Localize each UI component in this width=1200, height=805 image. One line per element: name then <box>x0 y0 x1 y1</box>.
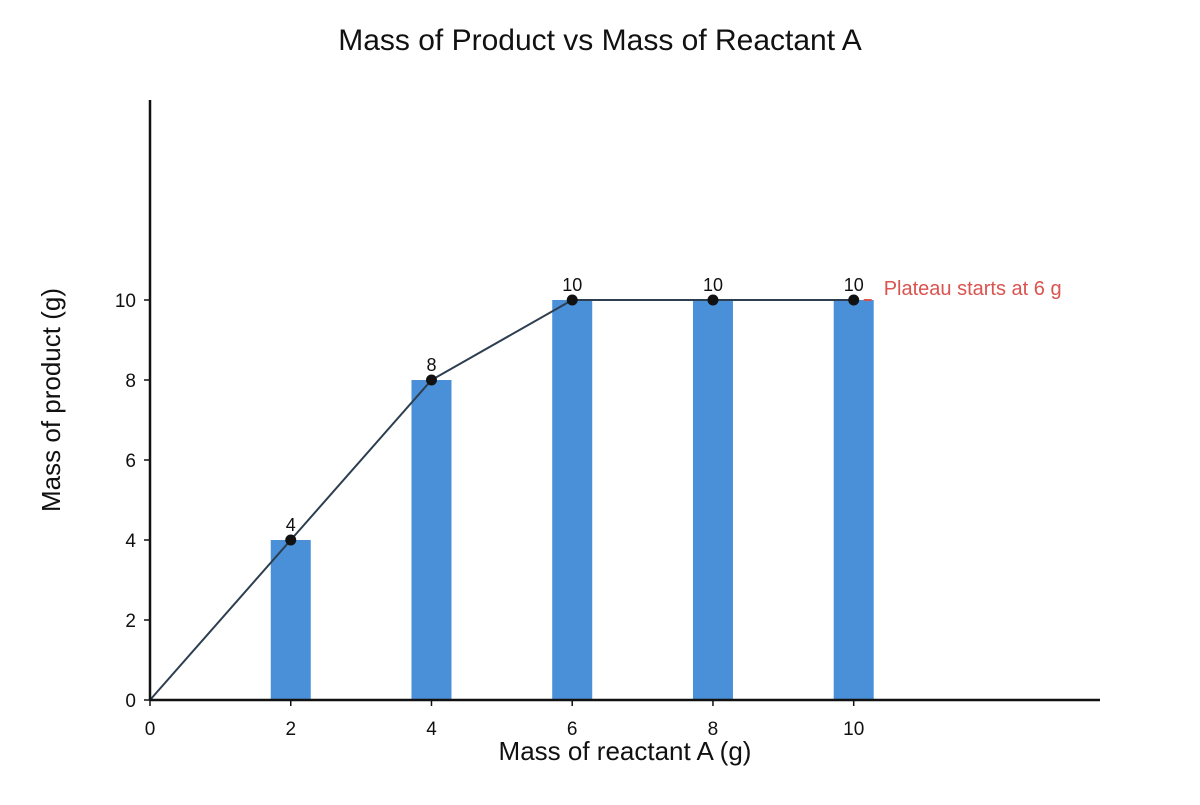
y-tick-label: 0 <box>125 691 136 712</box>
bar-series <box>270 300 874 700</box>
x-tick-label: 0 <box>145 719 156 740</box>
y-tick-label: 6 <box>125 451 136 472</box>
y-axis-label: Mass of product (g) <box>36 288 66 512</box>
bar <box>833 300 874 700</box>
x-tick-label: 2 <box>285 719 296 740</box>
data-label: 10 <box>562 275 582 295</box>
line-point <box>566 294 578 306</box>
axes <box>148 100 1100 702</box>
bar <box>692 300 733 700</box>
annotation-text: Plateau starts at 6 g <box>884 278 1062 300</box>
data-label: 4 <box>286 515 296 535</box>
chart-title: Mass of Product vs Mass of Reactant A <box>338 24 862 57</box>
bar <box>552 300 593 700</box>
data-label: 10 <box>703 275 723 295</box>
x-tick-label: 10 <box>843 719 864 740</box>
y-tick-label: 10 <box>115 291 136 312</box>
data-label: 10 <box>844 275 864 295</box>
x-tick-label: 4 <box>426 719 437 740</box>
line-markers <box>285 294 860 546</box>
x-tick-label: 6 <box>567 719 578 740</box>
annotation-layer: Plateau starts at 6 g <box>863 278 1062 301</box>
x-axis-label: Mass of reactant A (g) <box>499 736 752 766</box>
y-tick-label: 2 <box>125 611 136 632</box>
data-labels: 4 8 10 10 10 <box>286 275 864 535</box>
x-axis-ticks: 0 2 4 6 8 10 <box>145 700 864 740</box>
line-point <box>848 294 860 306</box>
data-label: 8 <box>426 355 436 375</box>
y-tick-label: 4 <box>125 531 136 552</box>
x-tick-label: 8 <box>708 719 719 740</box>
line-point <box>425 374 437 386</box>
series-line <box>149 299 854 701</box>
line-point <box>707 294 719 306</box>
bar <box>270 540 311 700</box>
line-series <box>149 299 854 701</box>
line-point <box>285 534 297 546</box>
y-tick-label: 8 <box>125 371 136 392</box>
bar <box>411 380 452 700</box>
y-axis-ticks: 0 2 4 6 8 10 <box>115 291 150 712</box>
